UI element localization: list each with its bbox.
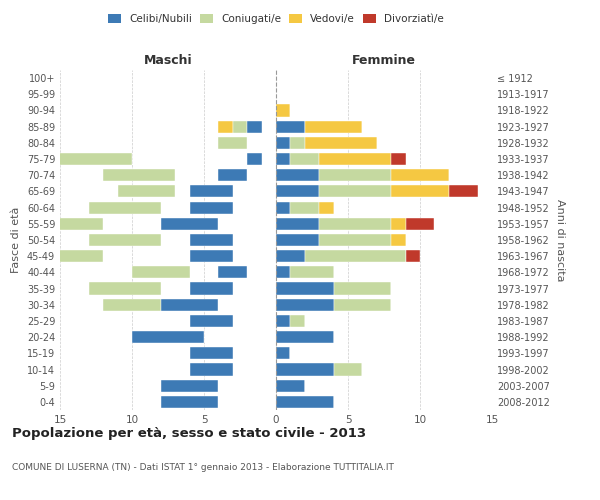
- Bar: [161, 218, 218, 230]
- Bar: [218, 137, 233, 149]
- Bar: [391, 186, 449, 198]
- Bar: [391, 234, 406, 246]
- Bar: [132, 331, 204, 343]
- Bar: [132, 266, 190, 278]
- Bar: [391, 169, 449, 181]
- Bar: [391, 218, 406, 230]
- Bar: [391, 153, 406, 165]
- Bar: [276, 348, 290, 360]
- Bar: [276, 218, 319, 230]
- Bar: [190, 282, 233, 294]
- Bar: [276, 266, 290, 278]
- Bar: [276, 104, 290, 117]
- Bar: [305, 120, 362, 132]
- Bar: [276, 315, 290, 327]
- Bar: [118, 186, 175, 198]
- Bar: [74, 218, 89, 230]
- Bar: [103, 169, 175, 181]
- Text: Popolazione per età, sesso e stato civile - 2013: Popolazione per età, sesso e stato civil…: [12, 428, 366, 440]
- Bar: [0, 250, 103, 262]
- Bar: [276, 234, 319, 246]
- Bar: [190, 202, 233, 213]
- Bar: [161, 396, 218, 408]
- Bar: [276, 186, 319, 198]
- Bar: [276, 202, 290, 213]
- Bar: [276, 153, 290, 165]
- Bar: [204, 315, 218, 327]
- Bar: [190, 348, 233, 360]
- Bar: [319, 153, 391, 165]
- Bar: [319, 186, 391, 198]
- Bar: [218, 120, 233, 132]
- Bar: [89, 282, 161, 294]
- Bar: [247, 120, 262, 132]
- Bar: [276, 331, 334, 343]
- Bar: [406, 250, 420, 262]
- Bar: [190, 250, 233, 262]
- Bar: [334, 282, 391, 294]
- Bar: [89, 202, 161, 213]
- Bar: [190, 364, 233, 376]
- Bar: [161, 380, 218, 392]
- Bar: [290, 315, 305, 327]
- Bar: [132, 202, 146, 213]
- Bar: [218, 169, 247, 181]
- Bar: [218, 137, 247, 149]
- Bar: [290, 137, 305, 149]
- Y-axis label: Anni di nascita: Anni di nascita: [555, 198, 565, 281]
- Bar: [334, 298, 391, 311]
- Y-axis label: Fasce di età: Fasce di età: [11, 207, 21, 273]
- Bar: [290, 266, 334, 278]
- Bar: [146, 169, 161, 181]
- Bar: [290, 202, 319, 213]
- Bar: [319, 202, 334, 213]
- Bar: [290, 153, 319, 165]
- Bar: [276, 137, 290, 149]
- Bar: [406, 218, 434, 230]
- Bar: [334, 364, 362, 376]
- Bar: [276, 282, 334, 294]
- Bar: [319, 218, 391, 230]
- Bar: [233, 120, 247, 132]
- Bar: [190, 234, 233, 246]
- Bar: [190, 315, 233, 327]
- Bar: [218, 266, 247, 278]
- Bar: [161, 298, 218, 311]
- Bar: [305, 137, 377, 149]
- Bar: [276, 380, 305, 392]
- Bar: [247, 153, 262, 165]
- Bar: [190, 315, 204, 327]
- Bar: [276, 120, 305, 132]
- Bar: [276, 250, 305, 262]
- Bar: [319, 169, 391, 181]
- Bar: [276, 169, 319, 181]
- Text: COMUNE DI LUSERNA (TN) - Dati ISTAT 1° gennaio 2013 - Elaborazione TUTTITALIA.IT: COMUNE DI LUSERNA (TN) - Dati ISTAT 1° g…: [12, 462, 394, 471]
- Bar: [89, 234, 161, 246]
- Bar: [276, 298, 334, 311]
- Bar: [0, 218, 103, 230]
- Text: Maschi: Maschi: [143, 54, 193, 67]
- Bar: [276, 364, 334, 376]
- Bar: [190, 186, 233, 198]
- Bar: [449, 186, 478, 198]
- Bar: [319, 234, 391, 246]
- Text: Femmine: Femmine: [352, 54, 416, 67]
- Legend: Celibi/Nubili, Coniugati/e, Vedovi/e, Divorziatì/e: Celibi/Nubili, Coniugati/e, Vedovi/e, Di…: [104, 10, 448, 29]
- Bar: [103, 298, 161, 311]
- Bar: [305, 250, 406, 262]
- Bar: [2, 153, 132, 165]
- Bar: [276, 396, 334, 408]
